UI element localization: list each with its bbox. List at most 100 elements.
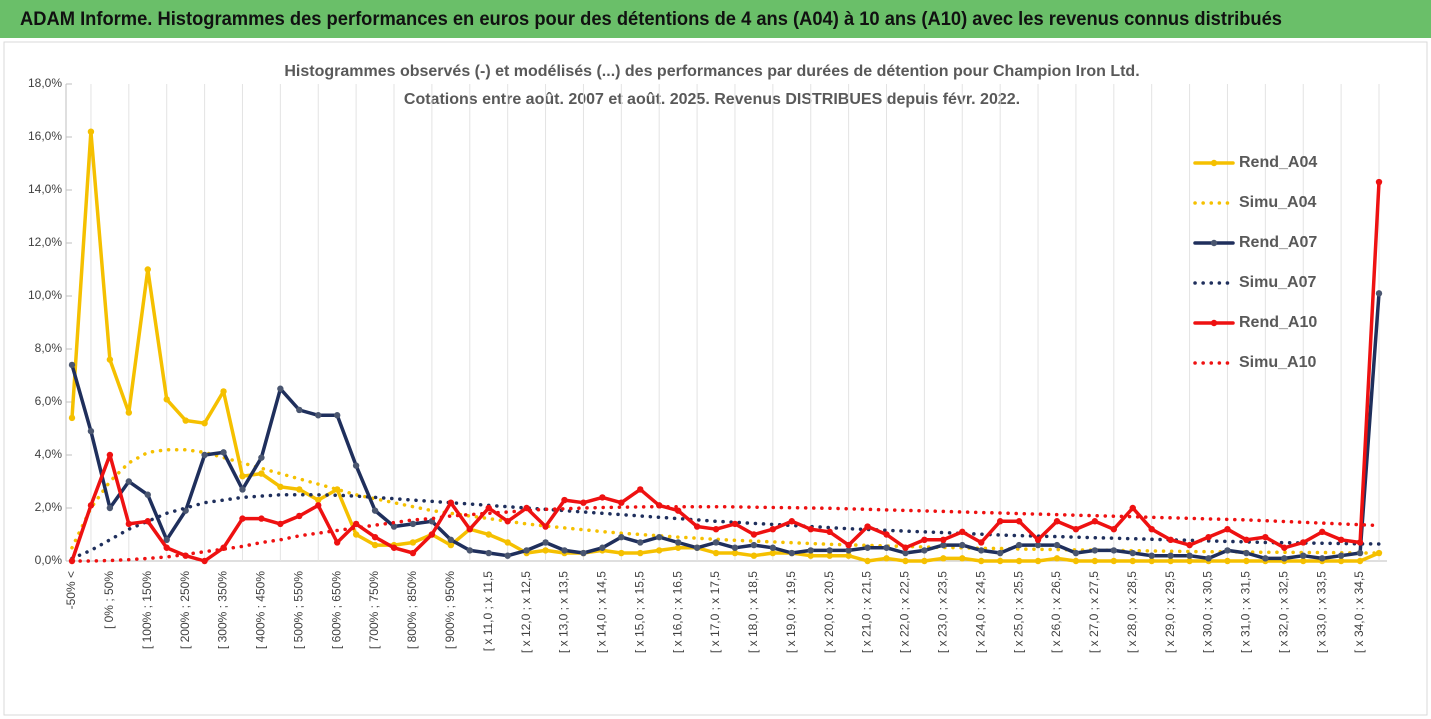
data-point xyxy=(220,388,227,395)
data-point xyxy=(1167,552,1174,559)
data-point xyxy=(485,549,492,557)
data-point xyxy=(580,499,587,506)
data-point xyxy=(1186,557,1193,565)
data-point xyxy=(144,518,151,525)
data-point xyxy=(712,539,720,546)
data-point xyxy=(656,533,663,541)
data-point xyxy=(106,451,114,459)
data-point xyxy=(1243,557,1250,565)
x-tick-label: [ x 14,0 ; x 14,5 xyxy=(595,571,609,653)
x-tick-label: [ x 28,0 ; x 28,5 xyxy=(1125,571,1139,653)
data-point xyxy=(390,544,398,551)
chart-title: Histogrammes observés (-) et modélisés (… xyxy=(284,63,1139,80)
data-point xyxy=(712,549,720,557)
y-tick-label: 14,0% xyxy=(28,182,62,196)
data-point xyxy=(1091,518,1099,525)
data-point xyxy=(201,420,208,427)
x-tick-label: [ x 15,0 ; x 15,5 xyxy=(632,571,646,653)
data-point xyxy=(769,549,777,557)
data-point xyxy=(409,549,417,557)
x-tick-label: [ x 30,0 ; x 30,5 xyxy=(1201,571,1215,653)
data-point xyxy=(1318,555,1326,562)
data-point xyxy=(750,541,758,549)
data-point xyxy=(1091,557,1099,565)
chart-border xyxy=(3,41,1428,716)
data-point xyxy=(731,544,739,551)
legend-label: Rend_A04 xyxy=(1239,154,1317,171)
data-point xyxy=(239,486,246,493)
data-point xyxy=(1300,552,1307,559)
data-point xyxy=(959,541,966,549)
data-point xyxy=(845,552,852,559)
x-tick-label: [ x 18,0 ; x 18,5 xyxy=(746,571,760,653)
data-point xyxy=(750,552,758,559)
data-point xyxy=(1205,555,1212,562)
data-point xyxy=(409,539,417,546)
data-point xyxy=(902,557,909,565)
model-line xyxy=(70,447,1381,555)
data-point xyxy=(1110,526,1118,533)
x-tick-label: [ x 24,0 ; x 24,5 xyxy=(973,571,987,653)
data-point xyxy=(1356,549,1364,557)
y-tick-label: 2,0% xyxy=(35,500,63,514)
data-point xyxy=(1072,549,1080,557)
data-point xyxy=(504,552,511,559)
data-point xyxy=(1375,290,1383,297)
data-point xyxy=(921,536,928,543)
data-point xyxy=(201,557,208,565)
data-point xyxy=(182,417,189,424)
x-tick-label: [ 300% ; 350% xyxy=(216,571,230,649)
x-tick-label: [ 400% ; 450% xyxy=(254,571,268,649)
data-point xyxy=(788,518,795,525)
x-tick-label: [ 500% ; 550% xyxy=(291,571,305,649)
data-point xyxy=(618,499,625,506)
data-point xyxy=(428,531,436,538)
data-point xyxy=(940,555,947,562)
data-point xyxy=(333,539,341,546)
data-point xyxy=(1224,526,1231,533)
data-point xyxy=(296,406,303,414)
data-point xyxy=(1015,518,1023,525)
x-tick-label: [ x 33,0 ; x 33,5 xyxy=(1314,571,1328,653)
y-tick-label: 6,0% xyxy=(35,394,63,408)
data-point xyxy=(750,531,758,538)
data-point xyxy=(163,536,170,543)
data-point xyxy=(1224,547,1231,554)
data-point xyxy=(1337,536,1345,543)
data-point xyxy=(1337,552,1345,559)
data-point xyxy=(1034,541,1042,549)
data-point xyxy=(1148,557,1155,565)
data-point xyxy=(504,518,511,525)
data-point xyxy=(87,502,95,509)
data-point xyxy=(258,470,265,477)
data-point xyxy=(1015,541,1023,549)
data-point xyxy=(959,555,966,562)
data-point xyxy=(1186,541,1193,549)
data-point xyxy=(1281,555,1288,562)
x-tick-label: [ x 16,0 ; x 16,5 xyxy=(670,571,684,653)
data-point xyxy=(1281,544,1288,551)
data-point xyxy=(902,549,909,557)
data-point xyxy=(769,544,777,551)
observed-line xyxy=(70,180,1381,563)
x-tick-label: [ x 12,0 ; x 12,5 xyxy=(519,571,533,653)
data-point xyxy=(883,555,890,562)
data-point xyxy=(1186,552,1193,559)
data-point xyxy=(978,539,985,546)
data-point xyxy=(485,531,492,538)
x-tick-label: [ 0% ; 50% xyxy=(102,571,116,629)
data-point xyxy=(921,547,928,554)
x-tick-label: [ 700% ; 750% xyxy=(367,571,381,649)
data-point xyxy=(315,412,322,419)
data-point xyxy=(277,520,284,528)
x-tick-label: [ x 34,0 ; x 34,5 xyxy=(1352,571,1366,653)
data-point xyxy=(1072,526,1080,533)
data-point xyxy=(1375,178,1383,186)
data-point xyxy=(921,557,928,565)
data-point xyxy=(371,541,379,549)
data-point xyxy=(239,473,246,480)
data-point xyxy=(1072,557,1080,565)
data-point xyxy=(333,486,341,493)
x-tick-label: [ x 17,0 ; x 17,5 xyxy=(708,571,722,653)
